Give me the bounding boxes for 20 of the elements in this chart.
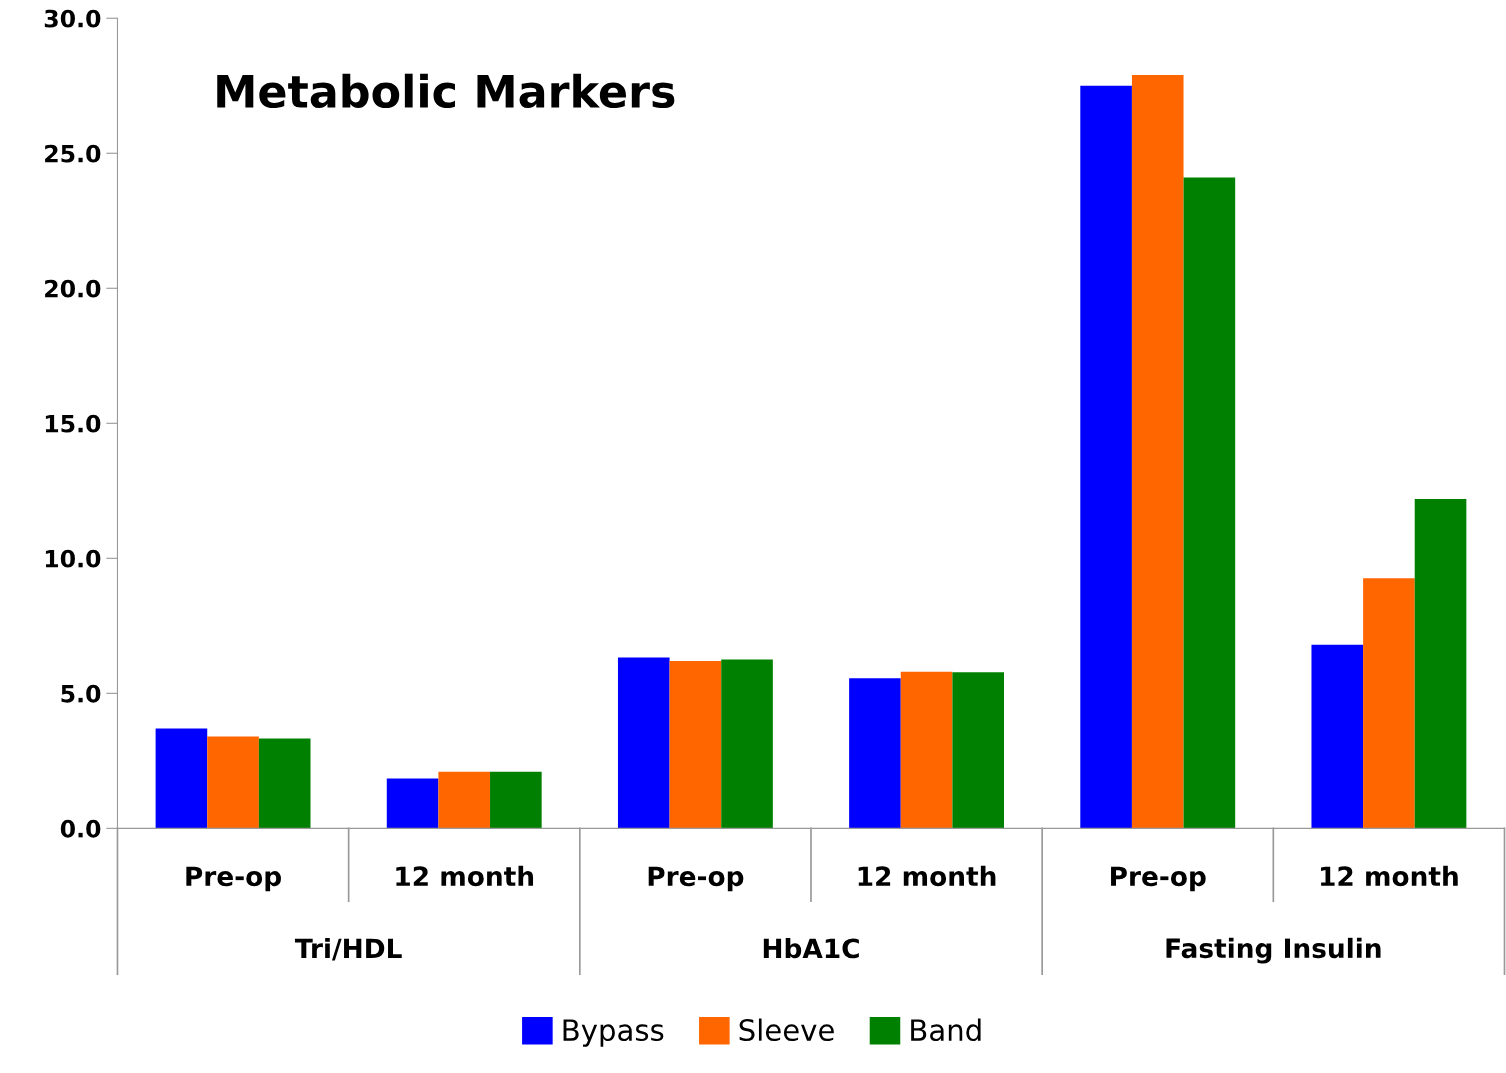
y-tick-label: 5.0 [61,684,101,703]
x-tick-label: 12 month [1321,865,1458,887]
y-tick-label: 15.0 [45,414,101,433]
y-tick-label: 30.0 [44,9,101,28]
x-tick-label: 12 month [396,865,534,887]
text: Fasting Insulin [1166,937,1381,964]
x-tick-label: 12 month [858,865,996,887]
legend-label: Bypass [563,1019,664,1047]
legend-label: Sleeve [739,1018,834,1042]
text: Tri/HDL [294,937,402,961]
legend-label: Band [911,1018,981,1042]
y-tick-label: 0.0 [60,819,101,838]
x-tick-label: Pre-op [186,866,281,892]
text: HbA1C [763,937,859,959]
y-tick-label: 25.0 [45,144,101,163]
y-tick-label: 20.0 [45,279,101,298]
x-tick-label: Pre-op [1111,866,1206,892]
y-tick-label: 10.0 [45,549,101,568]
x-tick-label: Pre-op [648,866,744,892]
text: Metabolic Markers [217,73,675,109]
